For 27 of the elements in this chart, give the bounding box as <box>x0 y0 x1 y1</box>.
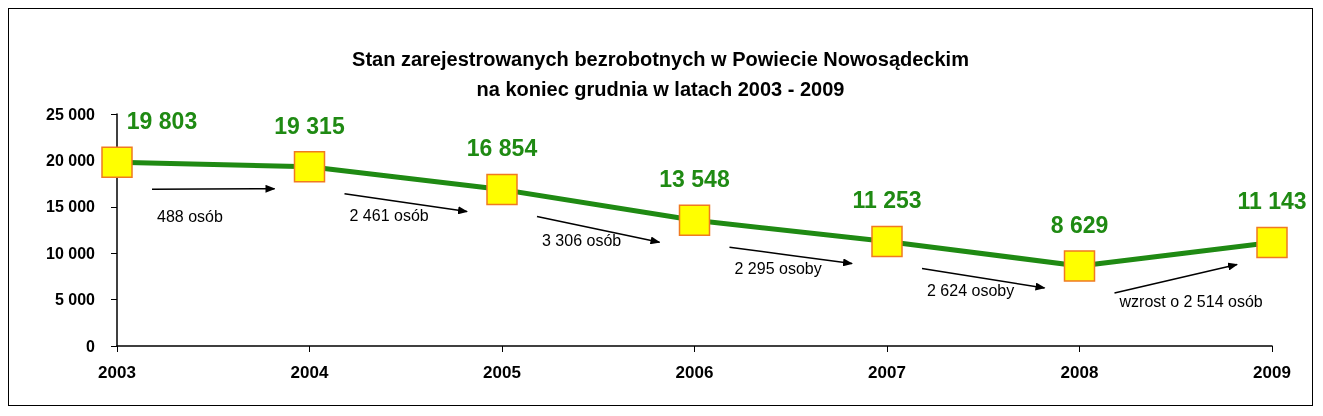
data-label: 19 803 <box>126 107 198 134</box>
annotation: 2 461 osób <box>349 206 429 224</box>
y-tick-label: 5 000 <box>54 291 96 309</box>
x-tick-label: 2004 <box>290 363 329 382</box>
y-tick-label: 15 000 <box>46 198 96 216</box>
x-tick-label: 2007 <box>868 363 906 382</box>
annotation: 2 295 osoby <box>734 259 822 277</box>
y-tick-label: 10 000 <box>46 244 96 262</box>
x-tick-label: 2008 <box>1060 363 1099 382</box>
x-tick-label: 2006 <box>675 363 714 382</box>
x-tick-label: 2003 <box>98 363 136 382</box>
data-label: 13 548 <box>659 166 730 193</box>
x-tick-label: 2009 <box>1253 363 1291 382</box>
y-tick-label: 0 <box>86 337 96 355</box>
data-label: 11 143 <box>1237 188 1307 215</box>
annotation: wzrost o 2 514 osób <box>1118 292 1263 310</box>
data-label: 16 854 <box>466 135 538 162</box>
annotation: 2 624 osoby <box>927 281 1015 299</box>
annotation: 488 osób <box>157 208 223 226</box>
chart-title: Stan zarejestrowanych bezrobotnych w Powiecie Nowosądeckim na koniec grudnia w latach 2003 - 2009 <box>352 48 969 100</box>
data-label: 8 629 <box>1050 211 1109 238</box>
y-tick-label: 25 000 <box>46 105 96 123</box>
x-tick-label: 2005 <box>483 363 521 382</box>
annotation: 3 306 osób <box>542 231 622 249</box>
data-label: 19 315 <box>274 112 345 139</box>
data-label: 11 253 <box>852 187 922 214</box>
y-tick-label: 20 000 <box>46 151 96 169</box>
